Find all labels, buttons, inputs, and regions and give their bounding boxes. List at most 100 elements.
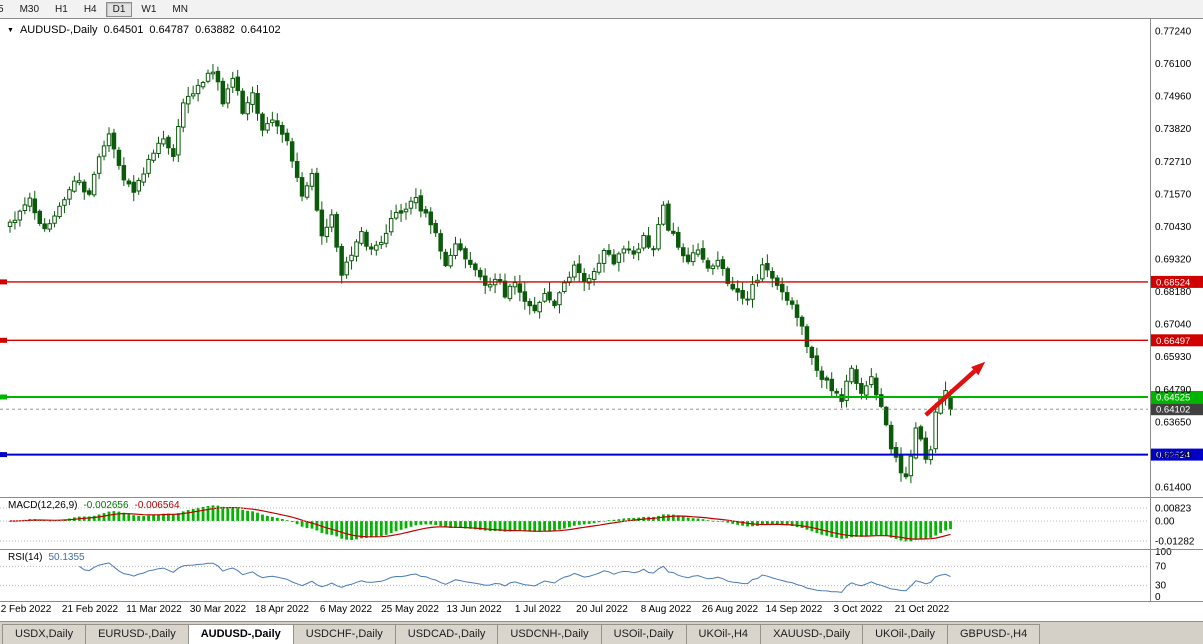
date-axis-label: 20 Jul 2022 — [576, 604, 628, 615]
candle-body — [111, 132, 117, 150]
tab-usdcad-daily[interactable]: USDCAD-,Daily — [394, 624, 499, 644]
candle-body — [542, 293, 547, 302]
candle-body — [883, 406, 889, 426]
price-axis-label: 0.69320 — [1155, 254, 1192, 265]
candle-body — [522, 291, 528, 302]
line-left-handle[interactable] — [0, 279, 7, 285]
candle-body — [289, 141, 295, 162]
candle-body — [299, 177, 305, 197]
tab-usdchf-daily[interactable]: USDCHF-,Daily — [292, 624, 396, 644]
candle-body — [72, 180, 77, 192]
candle-body — [517, 283, 523, 293]
candle-body — [215, 70, 221, 83]
candle-body — [690, 252, 696, 263]
trend-arrow-shaft[interactable] — [924, 369, 977, 417]
candle-body — [512, 282, 518, 288]
candle-body — [740, 290, 745, 299]
candle-body — [700, 248, 706, 260]
macd-histogram — [8, 505, 952, 542]
macd-signal-line — [10, 506, 951, 540]
macd-value-main: -0.002656 — [83, 500, 129, 511]
candle-body — [27, 197, 33, 207]
candle-body — [374, 244, 379, 251]
candle-body — [220, 80, 226, 105]
timeframe-button-m30[interactable]: M30 — [19, 3, 40, 15]
price-axis-label: 0.67040 — [1155, 320, 1192, 331]
price-label-box — [1151, 448, 1203, 461]
candle-body — [903, 473, 909, 478]
price-axis-label: 0.68180 — [1155, 287, 1192, 298]
bid-price-text: 0.64102 — [1156, 405, 1190, 416]
candle-body — [32, 198, 37, 214]
candle-body — [225, 88, 231, 104]
candle-body — [181, 102, 186, 128]
candle-body — [646, 235, 651, 248]
timeframe-button-h4[interactable]: H4 — [83, 3, 97, 15]
candle-body — [641, 235, 646, 249]
candle-body — [799, 316, 805, 327]
candle-body — [393, 212, 399, 219]
candle-body — [265, 123, 270, 131]
candle-body — [502, 280, 508, 298]
tab-audusd-daily[interactable]: AUDUSD-,Daily — [187, 624, 294, 644]
candle-body — [245, 102, 250, 115]
candle-body — [933, 411, 938, 450]
timeframe-button-h1[interactable]: H1 — [55, 3, 68, 15]
candle-body — [611, 254, 617, 265]
tab-xauusd-daily[interactable]: XAUUSD-,Daily — [760, 624, 864, 644]
candle-body — [854, 369, 859, 384]
candle-body — [750, 283, 755, 300]
tab-ukoil-h4[interactable]: UKOil-,H4 — [685, 624, 762, 644]
tab-usdcnh-daily[interactable]: USDCNH-,Daily — [497, 624, 602, 644]
candle-body — [116, 149, 122, 166]
tab-usoil-daily[interactable]: USOil-,Daily — [600, 624, 687, 644]
candle-body — [834, 390, 839, 394]
price-label-text: 0.66497 — [1156, 336, 1190, 347]
price-label-box — [1151, 391, 1203, 403]
timeframe-button-5[interactable]: 5 — [0, 2, 11, 17]
candle-body — [151, 152, 156, 161]
trend-arrow-head[interactable] — [971, 361, 986, 376]
candle-body — [284, 132, 290, 142]
candle-body — [176, 126, 181, 156]
line-left-handle[interactable] — [0, 452, 7, 458]
price-axis-label: 0.76100 — [1155, 59, 1192, 70]
candle-body — [280, 125, 285, 135]
candle-body — [309, 173, 315, 187]
candle-body — [577, 263, 582, 273]
candle-body — [745, 298, 750, 301]
candle-body — [423, 209, 429, 214]
line-left-handle[interactable] — [0, 337, 7, 343]
candle-body — [359, 231, 364, 244]
timeframe-button-mn[interactable]: MN — [172, 3, 188, 15]
rsi-line — [79, 562, 951, 593]
candle-body — [676, 232, 681, 248]
timeframe-button-w1[interactable]: W1 — [141, 3, 157, 15]
candle-body — [809, 346, 815, 358]
candle-body — [91, 173, 97, 196]
price-label-text: 0.62524 — [1156, 450, 1190, 461]
candle-body — [948, 397, 953, 410]
date-axis-label: 14 Sep 2022 — [766, 604, 823, 615]
candle-body — [349, 254, 354, 262]
candle-body — [888, 424, 894, 450]
candle-body — [735, 288, 740, 293]
tab-usdx-daily[interactable]: USDX,Daily — [2, 624, 87, 644]
candle-body — [765, 263, 770, 271]
candle-body — [146, 158, 151, 174]
price-label-box — [1151, 275, 1203, 288]
timeframe-button-d1[interactable]: D1 — [105, 1, 133, 17]
line-left-handle[interactable] — [0, 394, 7, 400]
candle-body — [200, 82, 206, 88]
tab-eurusd-daily[interactable]: EURUSD-,Daily — [85, 624, 189, 644]
candle-body — [156, 142, 161, 155]
price-axis-label: 0.73820 — [1155, 124, 1192, 135]
candle-body — [780, 283, 785, 293]
candle-body — [473, 263, 478, 271]
tab-gbpusd-h4[interactable]: GBPUSD-,H4 — [946, 624, 1041, 644]
tab-ukoil-daily[interactable]: UKOil-,Daily — [862, 624, 948, 644]
macd-axis-label: 0.00 — [1155, 517, 1175, 528]
candle-body — [458, 243, 463, 251]
